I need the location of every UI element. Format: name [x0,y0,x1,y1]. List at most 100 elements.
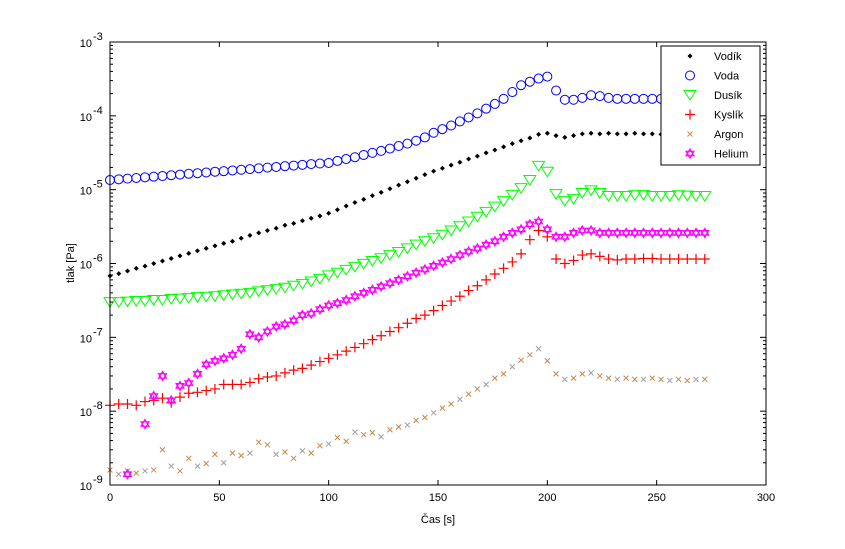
data-point [173,293,187,305]
data-point [260,285,275,297]
circle-marker [507,87,518,98]
x-marker [526,351,533,358]
x-marker [658,376,664,383]
data-point [325,441,332,447]
triangle-marker [199,291,214,303]
data-point [199,291,214,303]
data-point [317,442,323,449]
x-marker [238,452,245,459]
triangle-marker [584,185,598,197]
data-point [437,300,448,311]
data-point [649,131,655,137]
data-point [516,223,527,236]
data-point [647,93,658,104]
legend-entry: Argon [687,129,743,141]
data-point [404,179,410,185]
circle-marker [621,93,632,104]
circle-marker [367,147,378,158]
triangle-marker [313,273,327,285]
x-marker [701,376,708,383]
plus-marker [621,254,632,265]
data-point [505,189,520,201]
data-point [553,133,559,139]
hexagram-marker [288,317,299,326]
hexagram-marker [656,227,666,236]
data-point [533,215,544,228]
data-point [330,267,345,279]
data-point [498,231,509,243]
data-point [680,190,695,202]
x-marker [500,371,507,377]
data-point [216,290,231,302]
diamond-marker [352,200,358,206]
hexagram-marker [638,230,649,239]
circle-marker [437,124,448,135]
diamond-marker [422,172,428,178]
triangle-marker [374,253,389,265]
data-point [384,277,395,290]
data-point [290,455,297,462]
data-point [278,282,292,294]
hexagram-marker [332,297,343,306]
hexagram-marker [428,260,439,269]
data-point [360,431,367,438]
hexagram-marker [218,352,229,362]
triangle-marker [697,191,712,202]
data-point [437,256,448,269]
data-points [103,71,712,480]
data-point [596,373,603,379]
data-point [343,203,349,209]
data-point [356,258,371,270]
hexagram-marker [682,227,693,236]
data-point [551,231,562,243]
data-point [271,320,282,333]
x-marker [535,345,542,352]
diamond-marker [623,131,629,137]
data-point [208,291,222,303]
data-point [571,133,577,139]
diamond-marker [536,131,542,137]
triangle-marker [269,284,284,296]
data-point [183,377,194,389]
diamond-marker [492,147,498,153]
data-point [601,191,616,202]
circle-marker [542,71,553,82]
data-point [699,254,710,265]
triangle-marker [129,296,144,307]
x-tick-label: 150 [429,492,447,504]
data-point [419,310,430,321]
circle-marker [498,93,509,104]
diamond-marker [326,210,332,216]
hexagram-marker [472,242,483,252]
data-point [409,239,424,251]
data-point [693,376,699,383]
data-point [395,424,402,430]
hexagram-marker [664,227,675,236]
plus-marker [402,318,413,329]
data-point [358,149,369,160]
hexagram-marker [279,318,290,328]
diamond-marker [142,263,148,269]
plus-marker [253,373,264,384]
data-point [526,351,533,358]
x-marker [177,468,183,474]
data-point [142,468,148,474]
data-point [647,253,658,264]
hexagram-marker [673,227,684,236]
circle-marker [288,160,299,171]
triangle-marker [662,191,677,202]
data-point [411,135,422,146]
hexagram-marker [685,150,695,160]
data-point [295,278,310,290]
diamond-marker [527,135,533,141]
data-point [367,147,378,158]
data-point [671,190,686,202]
circle-marker [489,98,500,109]
data-point [568,227,579,239]
data-point [623,131,629,137]
data-point [610,191,625,202]
data-point [474,153,480,159]
diamond-marker [544,130,550,136]
circle-marker [428,127,439,138]
circle-marker [533,73,544,84]
